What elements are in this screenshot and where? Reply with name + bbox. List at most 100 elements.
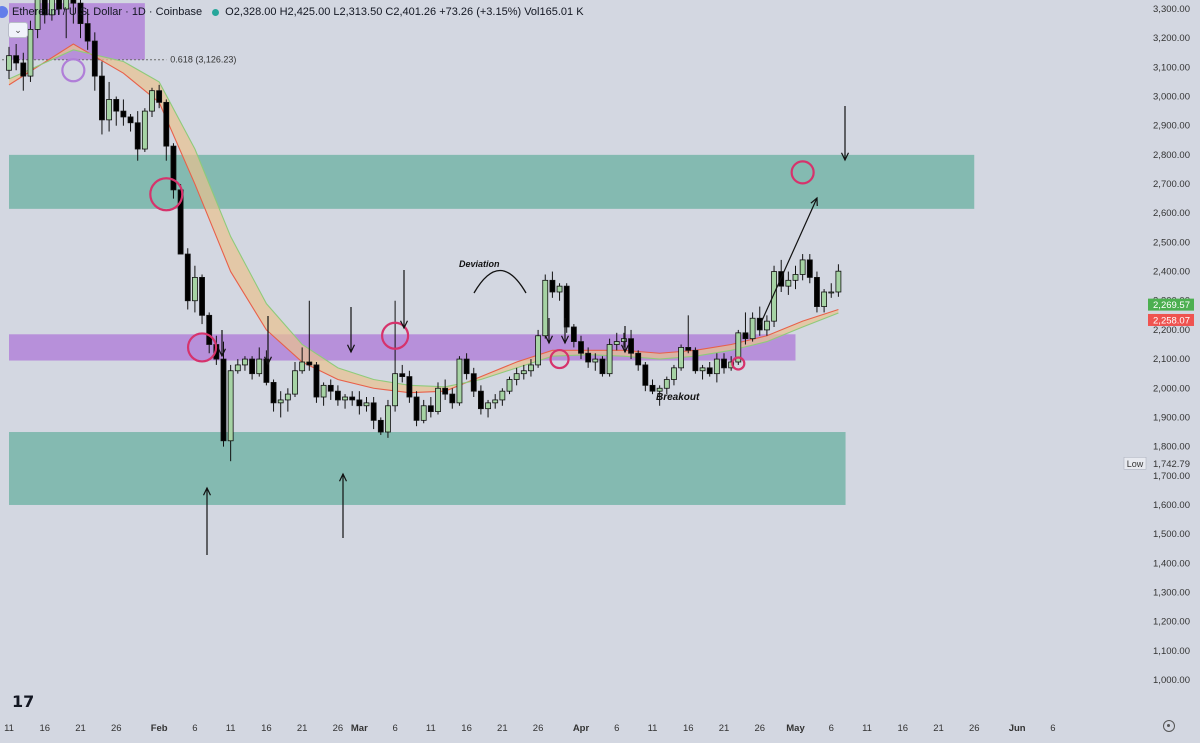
candle-2025-04-27 — [764, 315, 770, 336]
y-tick-label: 3,300.00 — [1153, 4, 1190, 15]
candle-2025-04-12 — [656, 385, 663, 406]
candle-2025-03-10 — [420, 399, 427, 424]
candle-2025-01-20 — [70, 0, 77, 24]
candle-body — [792, 274, 799, 281]
candle-2025-02-02 — [163, 99, 170, 161]
candle-body — [427, 405, 434, 413]
marker-circle-0 — [61, 58, 86, 83]
candle-2025-03-01 — [356, 391, 363, 415]
candle-2025-04-06 — [613, 332, 620, 351]
candle-body — [606, 344, 613, 375]
candle-body — [499, 390, 506, 401]
x-tick-label: 6 — [1050, 723, 1055, 734]
candle-2025-03-19 — [485, 399, 491, 418]
fib-label: 0.618 (3,126.23) — [170, 55, 236, 65]
candle-body — [77, 2, 84, 24]
candle-2025-01-15 — [34, 0, 41, 39]
down-arrow-mar-head — [399, 320, 409, 330]
x-tick-label: 6 — [614, 723, 619, 734]
x-tick-label: May — [786, 723, 805, 734]
candle-2025-02-23 — [313, 362, 320, 403]
candle-2025-04-18 — [699, 364, 706, 380]
candle-2025-01-13 — [20, 52, 27, 91]
candle-2025-03-08 — [406, 370, 413, 403]
candle-2025-01-25 — [106, 81, 112, 132]
candle-2025-05-03 — [806, 254, 813, 284]
candle-2025-02-07 — [199, 274, 205, 325]
candle-body — [542, 279, 549, 337]
x-tick-label: 16 — [461, 723, 472, 734]
settings-gear-icon[interactable] — [1163, 720, 1175, 732]
candle-body — [199, 276, 205, 316]
x-tick-label: 11 — [862, 723, 872, 734]
candle-2025-02-15 — [256, 347, 263, 377]
candle-body — [756, 317, 763, 331]
x-tick-label: 26 — [533, 723, 544, 734]
candle-body — [814, 276, 820, 307]
projection-arrow-head — [810, 196, 818, 207]
breakout-label: Breakout — [656, 392, 700, 403]
candle-body — [49, 0, 55, 16]
small-arrow-0-head — [217, 348, 227, 358]
candle-2025-03-05 — [385, 399, 391, 438]
y-tick-label: 2,600.00 — [1153, 208, 1190, 219]
candle-body — [563, 285, 570, 328]
candle-body — [385, 405, 391, 433]
x-tick-label: 11 — [426, 723, 436, 734]
marker-circle-1 — [149, 177, 184, 212]
y-tick-label: 2,200.00 — [1153, 325, 1190, 336]
x-tick-label: 11 — [226, 723, 236, 734]
candle-body — [313, 364, 320, 398]
candle-body — [256, 358, 263, 375]
candle-body — [435, 387, 441, 412]
candle-body — [113, 99, 120, 112]
candle-2025-02-13 — [242, 356, 248, 371]
candle-body — [84, 23, 91, 42]
candle-2025-01-30 — [141, 108, 148, 152]
collapse-legend-button[interactable]: ⌄ — [8, 22, 28, 38]
candle-body — [299, 361, 306, 372]
candle-body — [206, 314, 213, 345]
candle-2025-02-14 — [249, 356, 256, 380]
y-tick-label: 1,100.00 — [1153, 646, 1190, 657]
candle-body — [242, 358, 248, 366]
candle-body — [685, 347, 692, 351]
candle-2025-03-23 — [513, 367, 520, 386]
candle-body — [156, 90, 163, 103]
y-tick-label: 2,500.00 — [1153, 237, 1190, 248]
candle-2025-04-05 — [606, 338, 613, 377]
candle-body — [99, 75, 105, 121]
candle-2025-02-19 — [284, 388, 291, 412]
candle-2025-04-19 — [706, 362, 713, 377]
candle-body — [513, 373, 520, 380]
candle-body — [406, 376, 413, 398]
price-tag-0: 2,269.57 — [1153, 300, 1190, 311]
candle-2025-02-22 — [306, 300, 313, 371]
candle-body — [249, 358, 256, 375]
candle-2025-04-22 — [728, 356, 735, 371]
candle-2025-03-31 — [570, 324, 577, 348]
y-tick-label: 1,800.00 — [1153, 442, 1190, 453]
candle-body — [713, 358, 720, 375]
candle-2025-02-24 — [320, 382, 327, 406]
tradingview-logo-icon[interactable]: 17 — [12, 692, 35, 711]
low-tag-bg — [1123, 456, 1147, 470]
candle-2025-03-24 — [520, 364, 527, 380]
candle-2025-03-14 — [449, 388, 456, 409]
candle-body — [420, 405, 427, 421]
candle-2025-01-11 — [6, 46, 12, 80]
candle-body — [442, 387, 449, 395]
x-tick-label: Mar — [351, 723, 368, 734]
marker-circle-6 — [790, 160, 815, 185]
candle-body — [613, 341, 620, 345]
symbol-title[interactable]: Ethereum / U.S. Dollar · 1D · Coinbase — [12, 6, 203, 18]
candle-2025-04-23 — [735, 329, 742, 365]
candle-2025-02-08 — [206, 312, 213, 354]
candle-body — [170, 145, 177, 191]
candle-body — [485, 402, 491, 410]
candle-2025-05-06 — [828, 283, 835, 298]
candle-body — [163, 101, 170, 147]
x-tick-label: 16 — [261, 723, 272, 734]
candle-body — [771, 271, 777, 322]
